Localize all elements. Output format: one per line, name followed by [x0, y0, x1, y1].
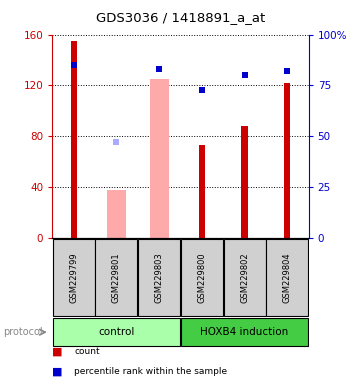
Bar	[284, 83, 291, 238]
Bar	[242, 126, 248, 238]
Text: GDS3036 / 1418891_a_at: GDS3036 / 1418891_a_at	[96, 11, 265, 24]
FancyBboxPatch shape	[224, 239, 265, 316]
Text: GSM229799: GSM229799	[69, 252, 78, 303]
Text: GSM229801: GSM229801	[112, 252, 121, 303]
FancyBboxPatch shape	[53, 318, 180, 346]
FancyBboxPatch shape	[138, 239, 180, 316]
Bar	[149, 79, 169, 238]
Text: GSM229804: GSM229804	[283, 252, 292, 303]
Text: GSM229802: GSM229802	[240, 252, 249, 303]
Text: ■: ■	[52, 366, 63, 376]
Text: percentile rank within the sample: percentile rank within the sample	[74, 367, 227, 376]
Text: control: control	[98, 327, 135, 337]
FancyBboxPatch shape	[181, 318, 308, 346]
Text: GSM229800: GSM229800	[197, 252, 206, 303]
FancyBboxPatch shape	[181, 239, 223, 316]
Text: GSM229803: GSM229803	[155, 252, 164, 303]
Text: HOXB4 induction: HOXB4 induction	[200, 327, 289, 337]
Bar	[70, 41, 77, 238]
Text: ■: ■	[52, 346, 63, 356]
Bar	[199, 145, 205, 238]
Text: protocol: protocol	[4, 327, 43, 337]
FancyBboxPatch shape	[96, 239, 137, 316]
Text: count: count	[74, 347, 100, 356]
FancyBboxPatch shape	[266, 239, 308, 316]
Bar	[107, 190, 126, 238]
FancyBboxPatch shape	[53, 239, 95, 316]
